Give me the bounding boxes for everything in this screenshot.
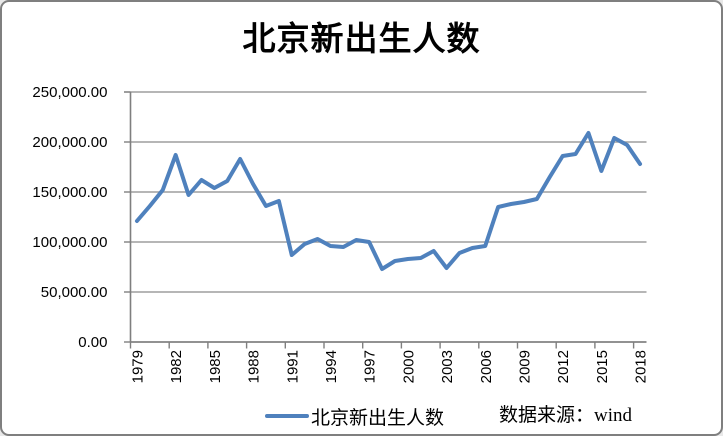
y-axis-label: 0.00 bbox=[78, 334, 107, 351]
x-axis-label: 1988 bbox=[246, 350, 263, 383]
series-line bbox=[134, 131, 643, 271]
x-axis-label: 1991 bbox=[284, 350, 301, 383]
y-axis-label: 100,000.00 bbox=[32, 234, 107, 251]
x-axis-label: 2012 bbox=[555, 350, 572, 383]
x-axis-label: 2000 bbox=[400, 350, 417, 383]
x-axis-label: 2009 bbox=[516, 350, 533, 383]
x-axis-label: 1997 bbox=[362, 350, 379, 383]
x-axis-label: 1985 bbox=[207, 350, 224, 383]
x-axis-label: 2006 bbox=[478, 350, 495, 383]
x-axis-label: 2018 bbox=[633, 350, 650, 383]
chart-title: 北京新出生人数 bbox=[242, 22, 481, 58]
y-axis-label: 50,000.00 bbox=[41, 284, 108, 301]
x-axis-label: 1982 bbox=[168, 350, 185, 383]
y-axis-label: 250,000.00 bbox=[32, 84, 107, 101]
x-axis-label: 1979 bbox=[129, 350, 146, 383]
y-axis-label: 150,000.00 bbox=[32, 184, 107, 201]
x-axis-label: 1994 bbox=[323, 350, 340, 383]
x-axis-label: 2003 bbox=[439, 350, 456, 383]
x-axis-label: 2015 bbox=[594, 350, 611, 383]
y-axis-label: 200,000.00 bbox=[32, 134, 107, 151]
